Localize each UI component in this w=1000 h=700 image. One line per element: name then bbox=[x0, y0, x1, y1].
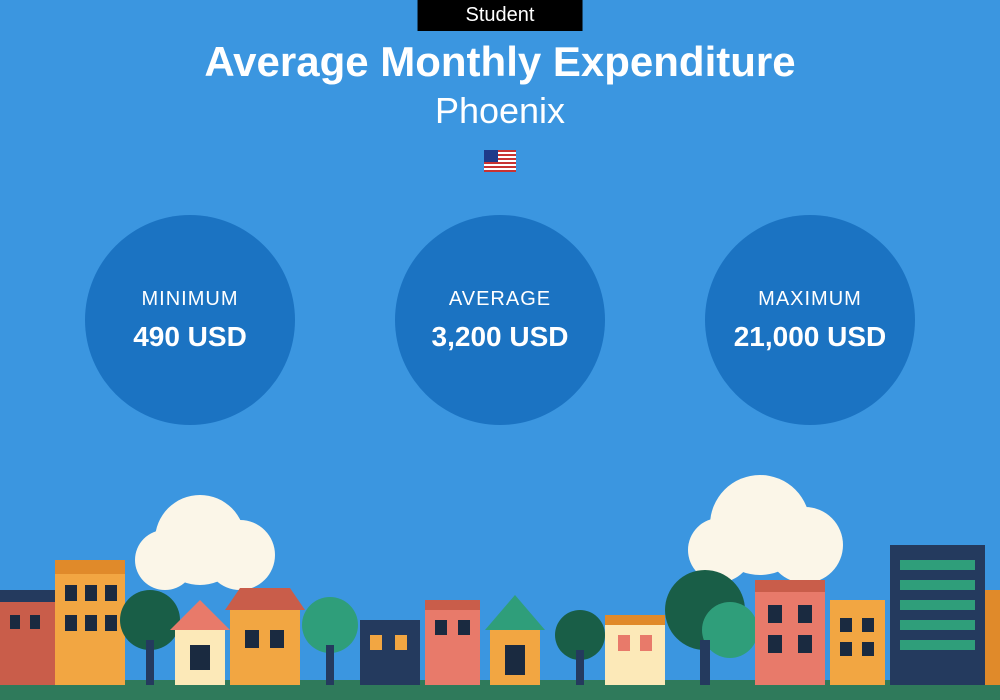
stat-label: MAXIMUM bbox=[758, 288, 862, 311]
stat-label: MINIMUM bbox=[142, 288, 239, 311]
stat-circle-maximum: MAXIMUM 21,000 USD bbox=[705, 215, 915, 425]
stat-circles: MINIMUM 490 USD AVERAGE 3,200 USD MAXIMU… bbox=[0, 215, 1000, 425]
stat-value: 490 USD bbox=[133, 321, 247, 353]
stat-value: 21,000 USD bbox=[734, 321, 887, 353]
cityscape-illustration bbox=[0, 470, 1000, 700]
cloud-icon bbox=[688, 475, 843, 583]
cloud-icon bbox=[135, 495, 275, 590]
us-flag-icon bbox=[484, 150, 516, 172]
infographic-canvas: Student Average Monthly Expenditure Phoe… bbox=[0, 0, 1000, 700]
city-name: Phoenix bbox=[0, 90, 1000, 132]
stat-circle-minimum: MINIMUM 490 USD bbox=[85, 215, 295, 425]
badge-text: Student bbox=[466, 4, 535, 26]
stat-label: AVERAGE bbox=[449, 288, 551, 311]
category-badge: Student bbox=[418, 0, 583, 31]
stat-circle-average: AVERAGE 3,200 USD bbox=[395, 215, 605, 425]
page-title: Average Monthly Expenditure bbox=[0, 38, 1000, 86]
stat-value: 3,200 USD bbox=[432, 321, 569, 353]
